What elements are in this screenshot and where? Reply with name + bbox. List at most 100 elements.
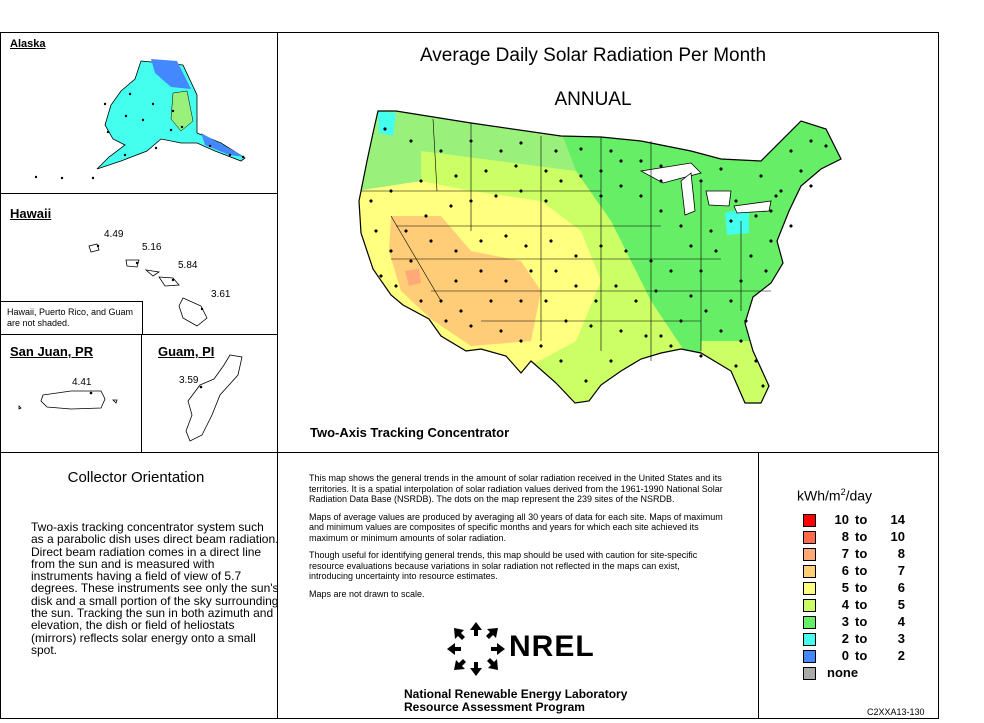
site-dot — [619, 184, 623, 188]
site-dot — [789, 224, 793, 228]
legend-lo: 6 — [841, 563, 849, 578]
san-juan-value: 4.41 — [72, 377, 92, 388]
legend-swatch — [803, 667, 816, 680]
legend-to: to — [855, 648, 868, 663]
legend-item: 7 to 8 — [803, 546, 984, 563]
site-dot — [824, 144, 828, 148]
site-dot — [579, 174, 583, 178]
legend-lo: 7 — [841, 546, 849, 561]
legend-item: 10 to 14 — [803, 512, 984, 529]
orientation-panel: Collector Orientation Two-axis tracking … — [0, 452, 279, 719]
legend-hi: 14 — [890, 512, 905, 527]
alaska-label: Alaska — [10, 38, 46, 50]
legend-swatch — [803, 582, 816, 595]
legend-unit-sup: 2 — [840, 487, 846, 497]
nrel-logo-text: NREL — [509, 630, 595, 663]
orientation-heading: Collector Orientation — [67, 469, 205, 486]
site-dot — [659, 164, 663, 168]
site-dot — [659, 209, 663, 213]
legend-panel: kWh/m2/day 10 to 14 8 to 10 7 to 8 6 to 7 5 to 6 4… — [758, 452, 939, 719]
site-dot — [699, 354, 703, 358]
legend-swatch — [803, 514, 816, 527]
site-dot — [639, 194, 643, 198]
site-dot — [549, 239, 553, 243]
site-dot — [679, 224, 683, 228]
legend-item: 5 to 6 — [803, 580, 984, 597]
site-dot — [699, 179, 703, 183]
puerto-rico-shape — [18, 390, 118, 410]
legend-to: to — [855, 580, 868, 595]
nrel-logo-icon — [447, 622, 505, 676]
site-dot — [769, 209, 773, 213]
shading-note: Hawaii, Puerto Rico, and Guam are not sh… — [0, 301, 143, 335]
collector-type-label: Two-Axis Tracking Concentrator — [310, 425, 510, 440]
legend-item: 0 to 2 — [803, 648, 984, 665]
legend-swatch — [803, 650, 816, 663]
guam-label: Guam, PI — [158, 344, 215, 359]
guam-inset: Guam, PI 3.59 — [141, 334, 278, 453]
map-period: ANNUAL — [554, 89, 632, 110]
hawaii-label: Hawaii — [10, 206, 52, 221]
guam-value: 3.59 — [179, 375, 199, 386]
legend-hi: 5 — [897, 597, 905, 612]
legend-lo: 3 — [841, 614, 849, 629]
site-dot — [554, 149, 558, 153]
legend-swatch — [803, 633, 816, 646]
site-dot — [559, 179, 563, 183]
site-dot — [579, 147, 583, 151]
legend-hi: 7 — [897, 563, 905, 578]
site-dot — [599, 194, 603, 198]
site-dot — [709, 229, 713, 233]
san-juan-label: San Juan, PR — [10, 344, 94, 359]
notes-panel: This map shows the general trends in the… — [277, 452, 759, 719]
site-dot — [734, 199, 738, 203]
guam-shape — [185, 354, 243, 442]
orientation-text: Two-axis tracking concentrator system su… — [31, 520, 279, 657]
site-dot — [619, 159, 623, 163]
legend-swatch — [803, 616, 816, 629]
legend-hi: 2 — [897, 648, 905, 663]
hawaii-islands — [88, 243, 208, 327]
legend-lo: 4 — [841, 597, 849, 612]
site-dot — [809, 184, 813, 188]
legend-lo: 0 — [841, 648, 849, 663]
legend-unit-prefix: kWh/m — [797, 487, 841, 504]
san-juan-inset: San Juan, PR 4.41 — [0, 334, 142, 453]
site-dot — [754, 214, 758, 218]
legend-to: to — [855, 597, 868, 612]
legend-to: to — [855, 546, 868, 561]
legend-swatch — [803, 531, 816, 544]
hawaii-value-2: 5.16 — [142, 242, 162, 253]
site-dot — [544, 199, 548, 203]
hawaii-inset: Hawaii 4.49 5.16 5.84 3.61 Hawaii, Puert… — [0, 193, 278, 335]
site-dot — [639, 159, 643, 163]
site-dot — [519, 141, 523, 145]
note-paragraph: Maps of average values are produced by a… — [309, 511, 723, 543]
site-dot — [524, 244, 528, 248]
site-dot — [624, 249, 628, 253]
legend-item: 6 to 7 — [803, 563, 984, 580]
org-line-2: Resource Assessment Program — [404, 700, 585, 714]
legend-lo: 2 — [841, 631, 849, 646]
site-dot — [519, 189, 523, 193]
site-dot — [809, 139, 813, 143]
site-dot — [769, 239, 773, 243]
legend-to: to — [855, 512, 868, 527]
legend-unit: kWh/m2/day — [797, 487, 872, 504]
site-dot — [514, 164, 518, 168]
legend-lo: 10 — [834, 512, 849, 527]
legend-item: 8 to 10 — [803, 529, 984, 546]
legend-hi: 6 — [897, 580, 905, 595]
legend-item: 4 to 5 — [803, 597, 984, 614]
site-dot — [544, 169, 548, 173]
site-dot — [714, 249, 718, 253]
site-dot — [609, 149, 613, 153]
site-dot — [774, 194, 778, 198]
org-line-1: National Renewable Energy Laboratory — [404, 687, 628, 701]
legend-to: to — [855, 563, 868, 578]
notes-text: This map shows the general trends in the… — [309, 473, 724, 606]
legend-lo: none — [827, 665, 859, 680]
legend-item: 3 to 4 — [803, 614, 984, 631]
legend-swatch — [803, 565, 816, 578]
